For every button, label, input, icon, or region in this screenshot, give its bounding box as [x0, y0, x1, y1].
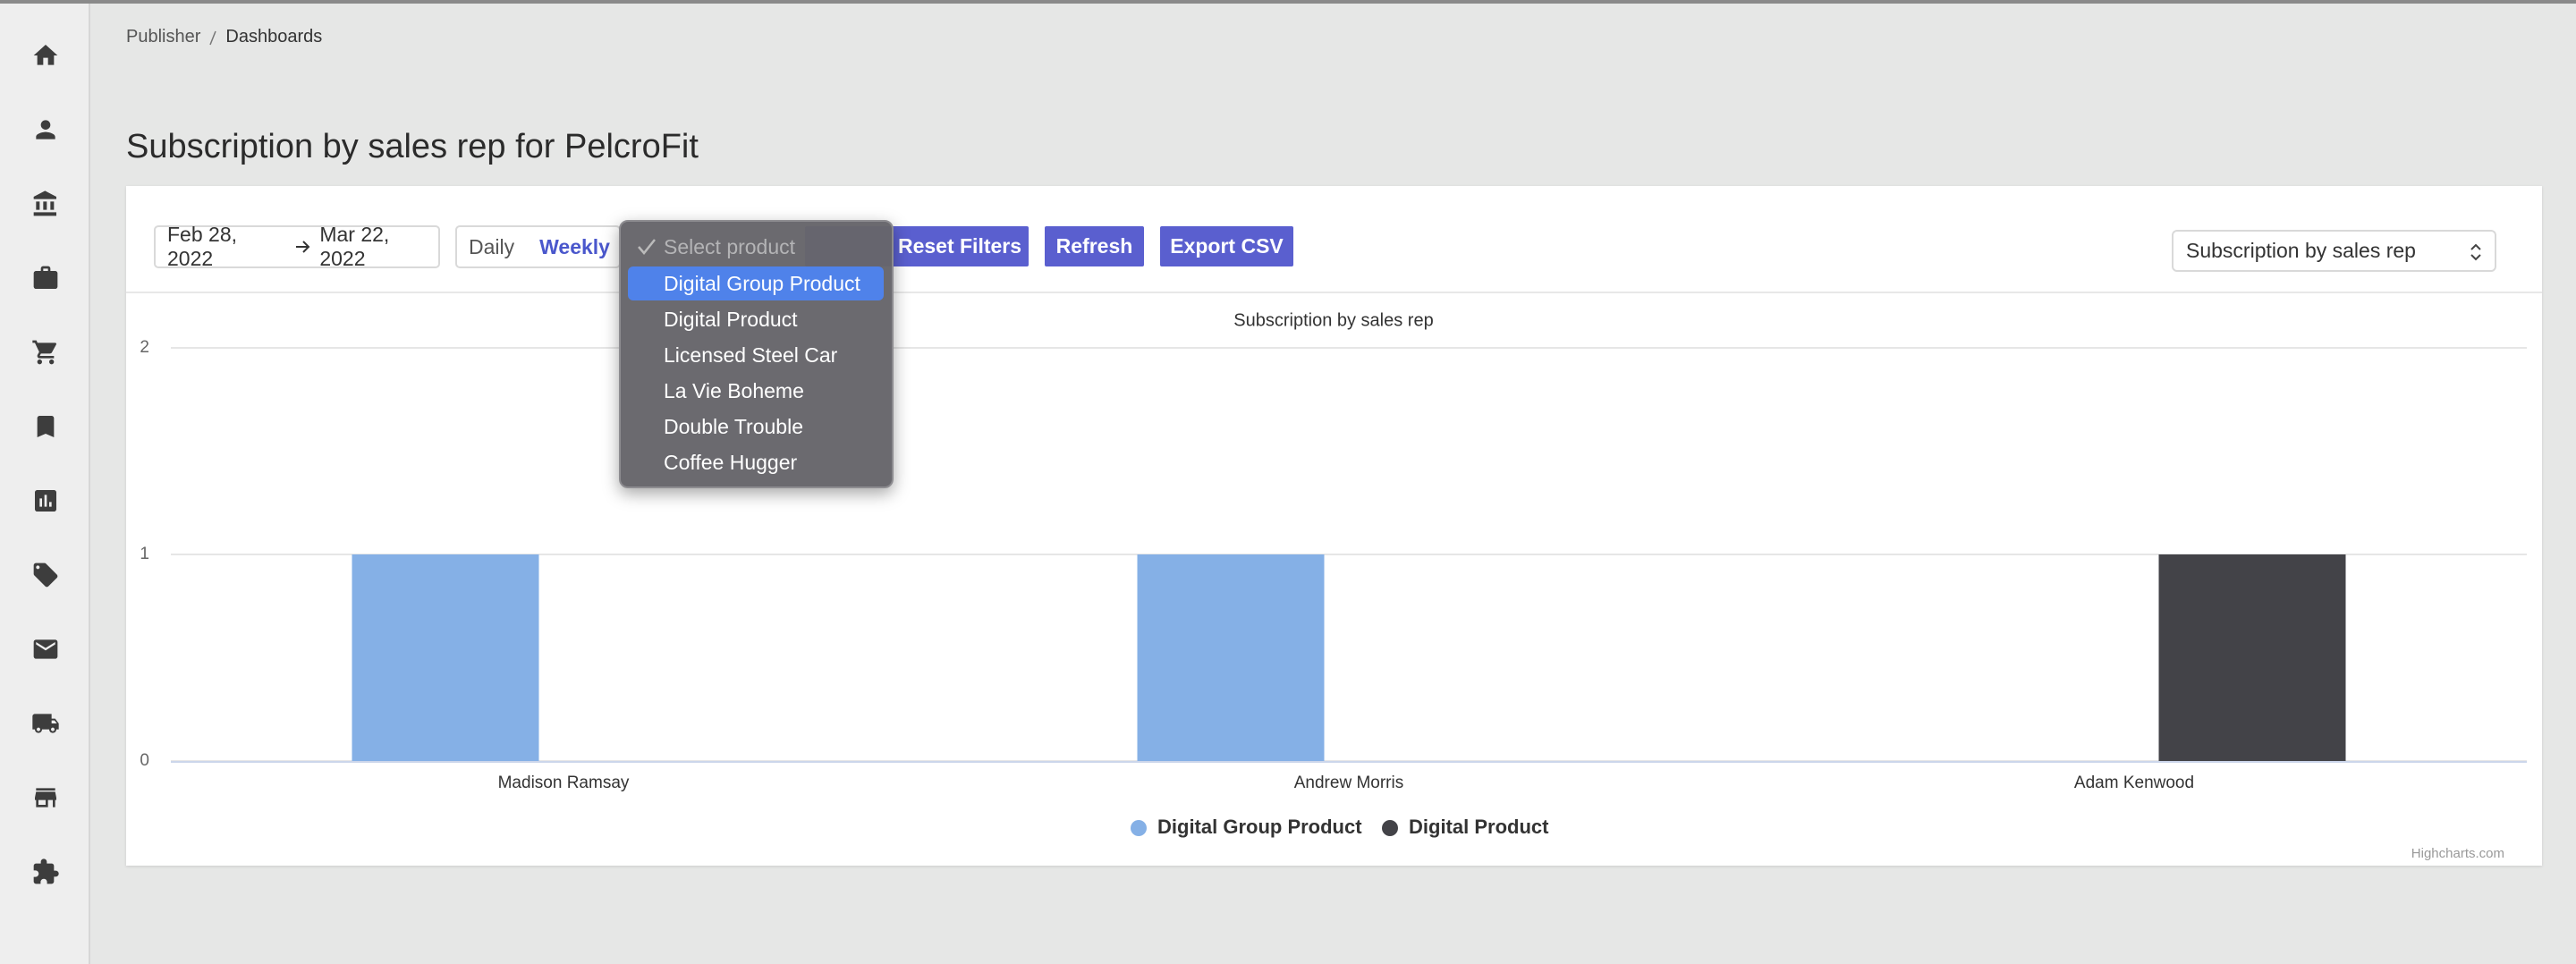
legend-marker[interactable] [1131, 820, 1147, 836]
nav-saved[interactable] [31, 412, 60, 441]
nav-billing[interactable] [31, 190, 60, 218]
export-csv-button[interactable]: Export CSV [1160, 226, 1293, 266]
nav-business[interactable] [31, 264, 60, 292]
x-tick-label: Madison Ramsay [498, 774, 630, 792]
granularity-option[interactable]: Weekly [539, 234, 610, 258]
x-tick-label: Andrew Morris [1294, 774, 1403, 792]
dropdown-option[interactable]: Double Trouble [664, 415, 803, 438]
bar[interactable] [1137, 554, 1325, 761]
dropdown-option[interactable]: Coffee Hugger [664, 451, 798, 474]
nav-reports[interactable] [31, 486, 60, 515]
page-title: Subscription by sales rep for PelcroFit [126, 128, 699, 165]
y-tick-label: 0 [140, 751, 149, 770]
dropdown-option[interactable]: Digital Group Product [664, 272, 860, 295]
breadcrumb-link[interactable]: Publisher [126, 27, 201, 47]
legend-label[interactable]: Digital Product [1409, 816, 1549, 838]
granularity-option[interactable]: Daily [469, 234, 515, 258]
checkmark [638, 239, 656, 255]
refresh-button[interactable]: Refresh [1045, 226, 1144, 266]
y-tick-label: 2 [140, 338, 149, 357]
report-select-value: Subscription by sales rep [2186, 239, 2416, 262]
dropdown-option[interactable]: La Vie Boheme [664, 379, 804, 402]
bar[interactable] [352, 554, 539, 761]
y-tick-label: 1 [140, 545, 149, 563]
nav-customers[interactable] [31, 115, 60, 144]
chart-title: Subscription by sales rep [1233, 310, 1433, 330]
credits[interactable]: Highcharts.com [2411, 846, 2504, 861]
bar[interactable] [2158, 554, 2346, 761]
granularity-toggle: Daily Weekly [455, 225, 621, 268]
date-range-picker[interactable]: Feb 28, 2022 Mar 22, 2022 [154, 223, 440, 270]
dropdown-option[interactable]: Digital Product [664, 308, 798, 331]
breadcrumb-current: Dashboards [225, 27, 323, 47]
button-label: Refresh [1055, 234, 1133, 258]
option-highlight [628, 266, 884, 300]
nav-shipping[interactable] [31, 709, 60, 738]
breadcrumb: Publisher Dashboards [126, 27, 322, 47]
nav-integrations[interactable] [31, 858, 60, 886]
nav-orders[interactable] [31, 338, 60, 367]
date-arrow [295, 241, 310, 253]
legend-marker[interactable] [1382, 820, 1398, 836]
nav-home[interactable] [31, 41, 60, 70]
breadcrumb-separator [209, 30, 217, 45]
button-label: Reset Filters [897, 234, 1022, 258]
nav-mail[interactable] [31, 635, 60, 664]
nav-store[interactable] [31, 783, 60, 812]
date-end: Mar 22, 2022 [319, 223, 390, 270]
card-divider [126, 292, 2542, 293]
sidebar [0, 4, 90, 964]
button-label: Export CSV [1170, 234, 1284, 258]
legend-label[interactable]: Digital Group Product [1157, 816, 1362, 838]
product-dropdown: Select product Digital Group Product Dig… [619, 220, 894, 488]
dropdown-option[interactable]: Licensed Steel Car [664, 343, 838, 367]
top-border [0, 0, 2576, 4]
select-chevron [2470, 243, 2481, 261]
report-select[interactable]: Subscription by sales rep [2172, 230, 2496, 272]
nav-coupons[interactable] [31, 561, 60, 589]
dropdown-placeholder: Select product [664, 235, 796, 258]
x-tick-label: Adam Kenwood [2074, 774, 2194, 792]
date-start: Feb 28, 2022 [167, 223, 237, 270]
